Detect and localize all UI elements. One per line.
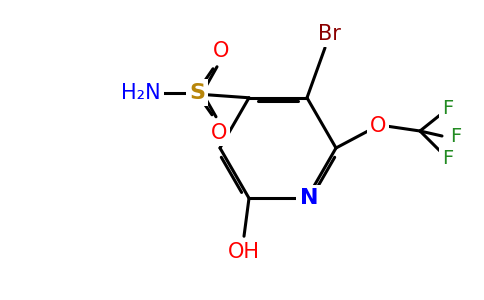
Text: F: F: [442, 100, 454, 118]
Text: F: F: [442, 149, 454, 169]
Text: N: N: [300, 188, 318, 208]
Text: O: O: [370, 116, 386, 136]
Text: Br: Br: [318, 24, 340, 44]
Text: OH: OH: [228, 242, 260, 262]
Text: O: O: [211, 123, 227, 143]
Text: H₂N: H₂N: [121, 83, 161, 103]
Text: O: O: [213, 41, 229, 61]
Text: S: S: [189, 83, 205, 103]
Text: F: F: [451, 127, 462, 146]
